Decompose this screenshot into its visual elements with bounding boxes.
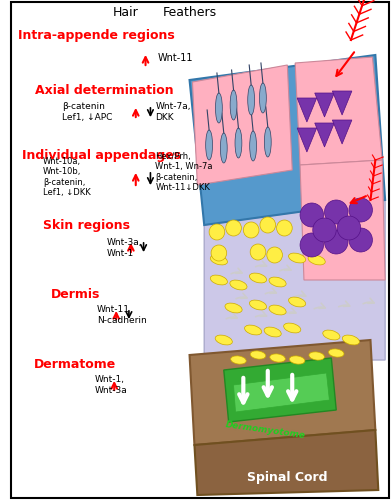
Polygon shape bbox=[190, 340, 375, 445]
Ellipse shape bbox=[264, 127, 271, 157]
Ellipse shape bbox=[289, 297, 306, 307]
Circle shape bbox=[250, 244, 266, 260]
Circle shape bbox=[267, 247, 282, 263]
Text: Hex/Prh,
Wnt-1, Wn-7a
β-catenin,
Wnt-11↓DKK: Hex/Prh, Wnt-1, Wn-7a β-catenin, Wnt-11↓… bbox=[155, 152, 213, 192]
Ellipse shape bbox=[230, 280, 247, 290]
Text: Skin regions: Skin regions bbox=[43, 218, 130, 232]
Ellipse shape bbox=[225, 303, 242, 313]
Text: Dermomyotome: Dermomyotome bbox=[225, 420, 307, 440]
Ellipse shape bbox=[260, 83, 266, 113]
Ellipse shape bbox=[250, 351, 266, 359]
Text: Wnt-11
N-cadherin: Wnt-11 N-cadherin bbox=[97, 306, 146, 324]
Text: Wnt-1,
Wnt-3a: Wnt-1, Wnt-3a bbox=[95, 376, 127, 394]
Ellipse shape bbox=[289, 253, 306, 263]
Polygon shape bbox=[300, 160, 385, 280]
Circle shape bbox=[276, 220, 292, 236]
Circle shape bbox=[300, 233, 323, 257]
Circle shape bbox=[313, 218, 336, 242]
Ellipse shape bbox=[270, 354, 285, 362]
Ellipse shape bbox=[269, 277, 286, 287]
Circle shape bbox=[226, 220, 241, 236]
Text: Spinal Cord: Spinal Cord bbox=[247, 472, 328, 484]
Ellipse shape bbox=[309, 352, 325, 360]
Text: Intra-appende regions: Intra-appende regions bbox=[18, 28, 175, 42]
Circle shape bbox=[211, 245, 227, 261]
Ellipse shape bbox=[283, 323, 301, 333]
Ellipse shape bbox=[230, 90, 237, 120]
Text: Dermis: Dermis bbox=[50, 288, 100, 302]
Polygon shape bbox=[297, 128, 317, 152]
Polygon shape bbox=[332, 91, 352, 115]
Circle shape bbox=[325, 200, 348, 224]
Text: Dermatome: Dermatome bbox=[34, 358, 116, 372]
Polygon shape bbox=[224, 358, 336, 422]
Circle shape bbox=[337, 216, 361, 240]
Polygon shape bbox=[315, 123, 334, 147]
Circle shape bbox=[325, 230, 348, 254]
Polygon shape bbox=[315, 93, 334, 117]
Ellipse shape bbox=[215, 335, 232, 345]
Ellipse shape bbox=[249, 300, 267, 310]
Polygon shape bbox=[204, 200, 385, 360]
Circle shape bbox=[260, 217, 276, 233]
Text: Individual appendages: Individual appendages bbox=[22, 148, 181, 162]
Ellipse shape bbox=[264, 327, 281, 337]
Text: Wnt-7a,
DKK: Wnt-7a, DKK bbox=[155, 102, 191, 122]
Text: Wnt-10a,
Wnt-10b,
β-catenin,
Lef1, ↓DKK: Wnt-10a, Wnt-10b, β-catenin, Lef1, ↓DKK bbox=[43, 157, 91, 197]
Ellipse shape bbox=[289, 356, 305, 364]
Ellipse shape bbox=[206, 130, 213, 160]
Polygon shape bbox=[190, 55, 385, 225]
Ellipse shape bbox=[249, 273, 267, 283]
Ellipse shape bbox=[343, 335, 359, 345]
Ellipse shape bbox=[269, 305, 286, 315]
Ellipse shape bbox=[323, 330, 340, 340]
Polygon shape bbox=[332, 120, 352, 144]
Ellipse shape bbox=[244, 325, 262, 335]
Polygon shape bbox=[295, 57, 382, 165]
Ellipse shape bbox=[308, 255, 325, 265]
Ellipse shape bbox=[250, 131, 256, 161]
Ellipse shape bbox=[210, 255, 228, 265]
Ellipse shape bbox=[215, 93, 222, 123]
Circle shape bbox=[349, 228, 372, 252]
Text: Axial determination: Axial determination bbox=[35, 84, 174, 96]
Text: Wnt-3a,
Wnt-1: Wnt-3a, Wnt-1 bbox=[106, 238, 142, 258]
Text: Feathers: Feathers bbox=[163, 6, 217, 18]
Polygon shape bbox=[297, 98, 317, 122]
Polygon shape bbox=[194, 430, 378, 495]
Text: Wnt-11: Wnt-11 bbox=[157, 53, 193, 63]
Circle shape bbox=[300, 203, 323, 227]
Ellipse shape bbox=[221, 133, 227, 163]
Text: Hair: Hair bbox=[113, 6, 139, 18]
Ellipse shape bbox=[328, 349, 344, 357]
Circle shape bbox=[209, 224, 225, 240]
Polygon shape bbox=[233, 373, 329, 412]
Ellipse shape bbox=[248, 85, 255, 115]
Polygon shape bbox=[192, 65, 292, 185]
Ellipse shape bbox=[231, 356, 246, 364]
Circle shape bbox=[349, 198, 372, 222]
Ellipse shape bbox=[210, 275, 228, 285]
Ellipse shape bbox=[235, 128, 242, 158]
Text: β-catenin
Lef1, ↓APC: β-catenin Lef1, ↓APC bbox=[63, 102, 113, 122]
Circle shape bbox=[243, 222, 259, 238]
